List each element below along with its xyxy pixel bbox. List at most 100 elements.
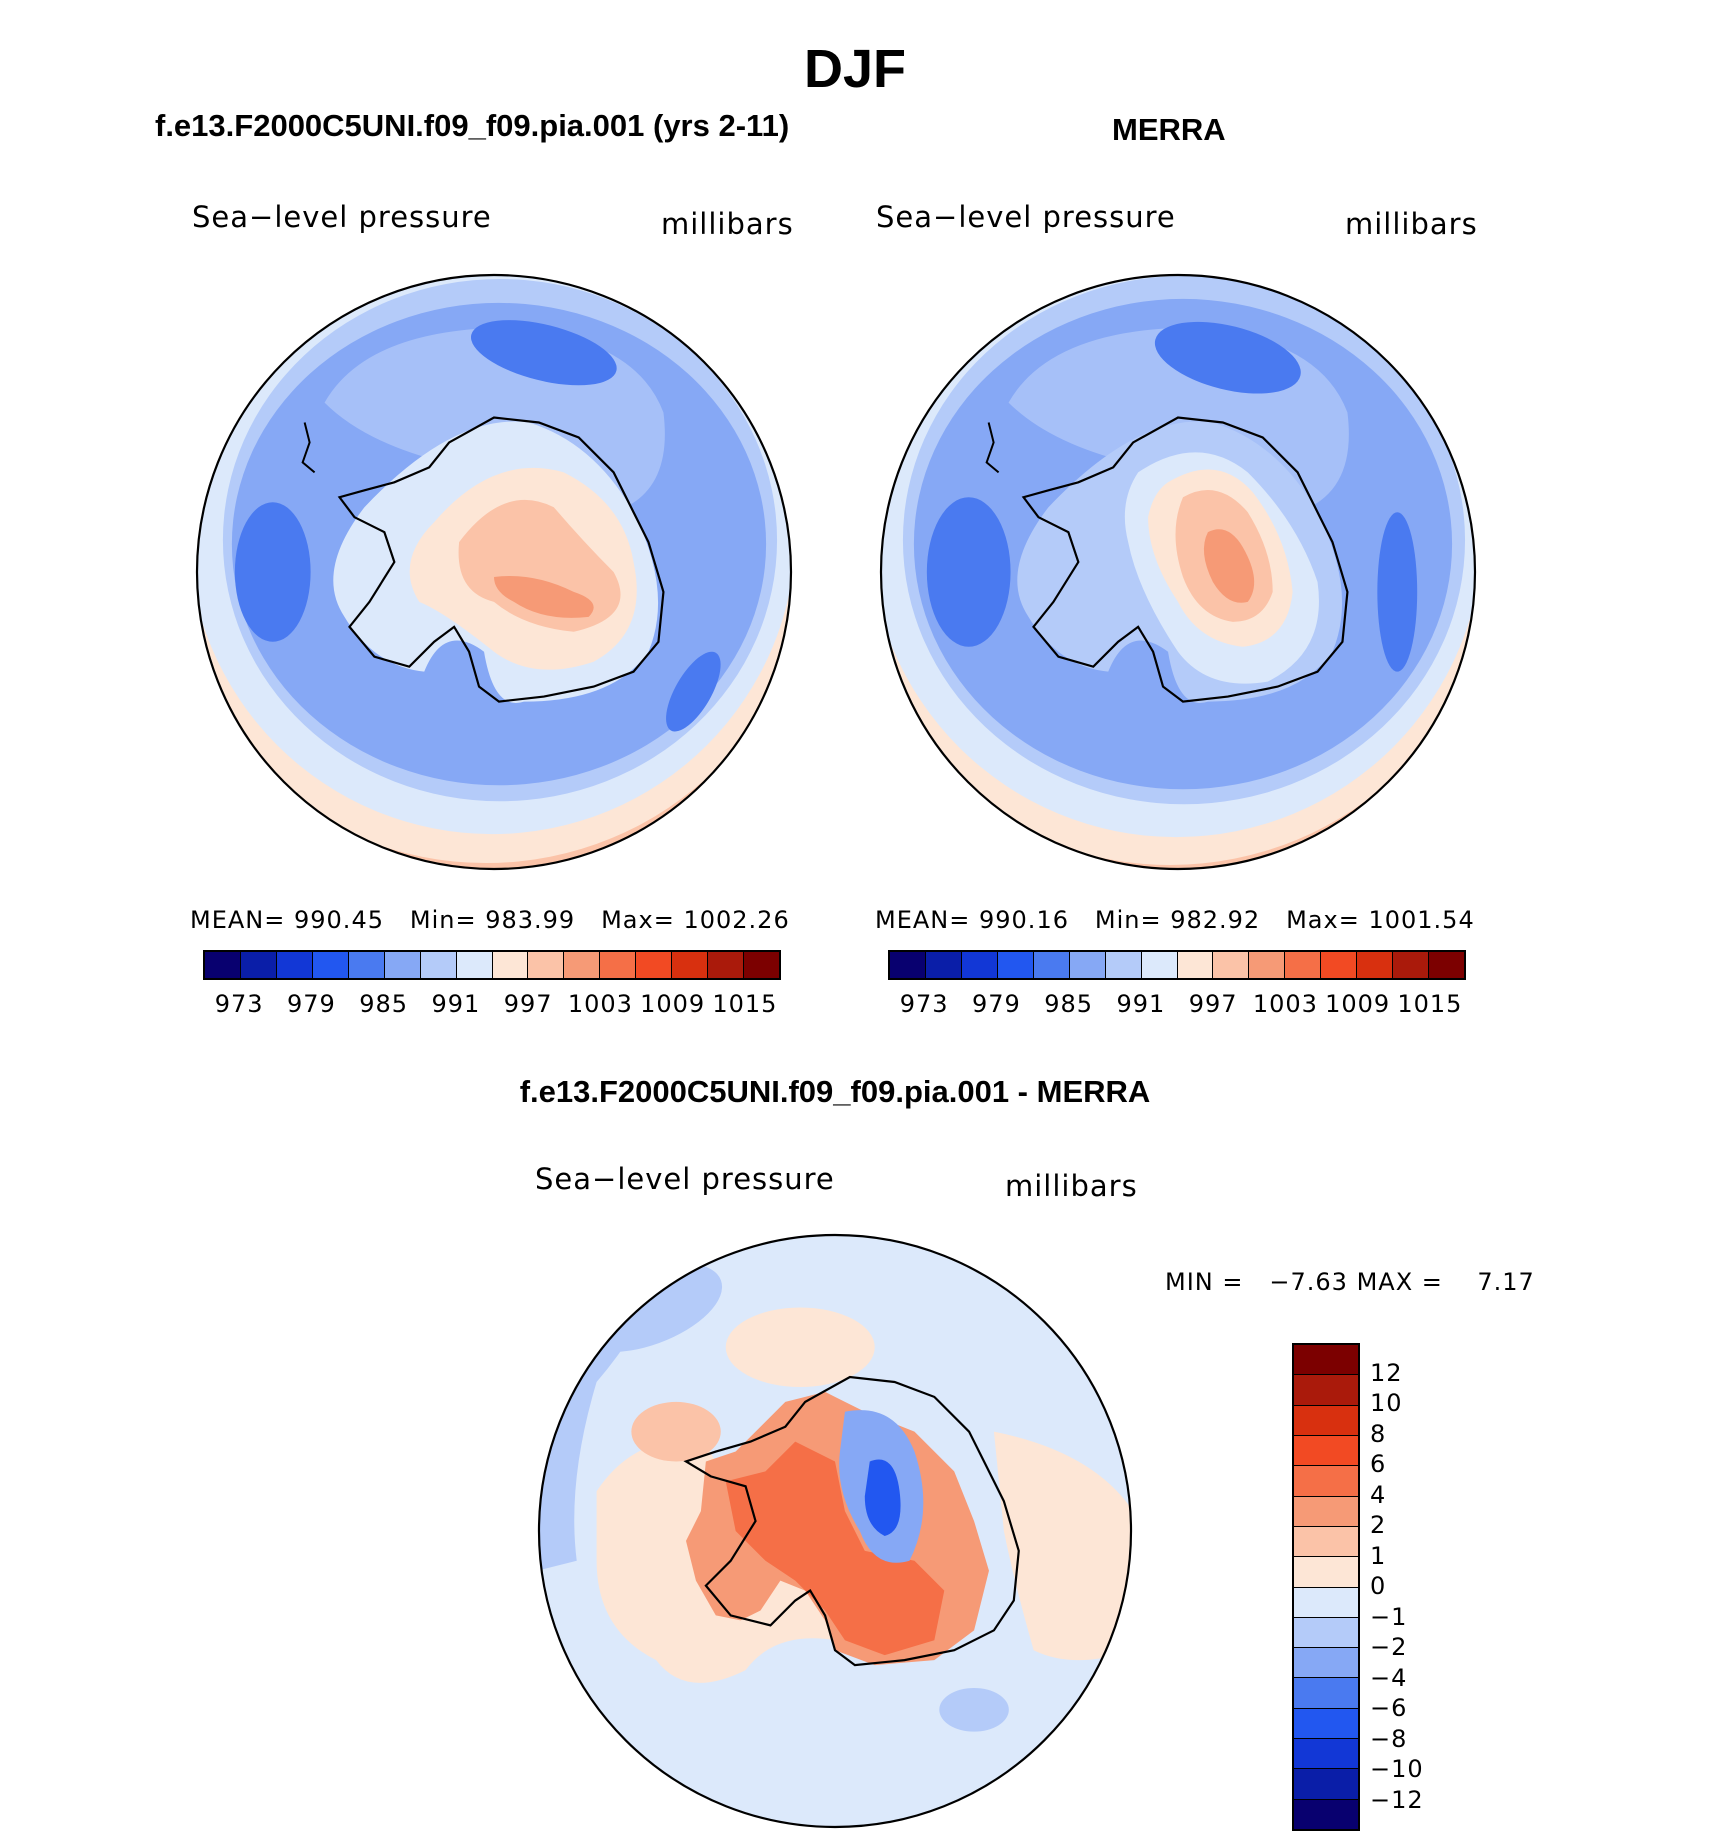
- colorbar-cell: [1141, 952, 1178, 978]
- diff-map-positive-region: [725, 1441, 945, 1656]
- map-1-low-center: [234, 502, 311, 642]
- colorbar-cell: [1294, 1587, 1358, 1618]
- map-1-low-center: [666, 651, 721, 732]
- colorbar-cell: [1294, 1496, 1358, 1527]
- colorbar-tick-label: 997: [503, 990, 553, 1018]
- colorbar-tick-label: −2: [1370, 1633, 1408, 1661]
- colorbar-cell: [1294, 1405, 1358, 1436]
- diff-max-label: MAX =: [1356, 1268, 1443, 1296]
- panel-2-mean-label: MEAN=: [875, 906, 971, 934]
- map-2-peninsula-coast: [985, 422, 1000, 474]
- colorbar-cell: [1294, 1799, 1358, 1829]
- diff-minmax: MIN = −7.63 MAX = 7.17: [1165, 1268, 1535, 1296]
- map-2-low-center: [926, 497, 1011, 647]
- map-1-high-center: [494, 575, 594, 618]
- colorbar-tick-label: 6: [1370, 1450, 1387, 1478]
- diff-map-positive-region: [993, 1431, 1132, 1661]
- panel-1-map: [195, 273, 793, 871]
- panel-1-max-label: Max=: [601, 906, 675, 934]
- colorbar-tick-label: 1009: [640, 990, 706, 1018]
- colorbar-cell: [1294, 1375, 1358, 1406]
- colorbar-cell: [1294, 1648, 1358, 1679]
- colorbar-tick-label: 10: [1370, 1389, 1403, 1417]
- panel-1-units-label: millibars: [661, 207, 794, 241]
- colorbar-tick-label: 979: [971, 990, 1021, 1018]
- panel-1-min-value: 983.99: [485, 906, 576, 934]
- colorbar-cell: [1294, 1708, 1358, 1740]
- colorbar-tick-label: −10: [1370, 1755, 1424, 1783]
- panel-2-title: MERRA: [1112, 112, 1226, 147]
- diff-variable-label: Sea−level pressure: [535, 1162, 835, 1196]
- colorbar-cell: [1285, 952, 1322, 978]
- diff-map: [537, 1233, 1133, 1829]
- colorbar-cell: [744, 952, 779, 978]
- colorbar-tick-label: 0: [1370, 1572, 1387, 1600]
- colorbar-cell: [1033, 952, 1070, 978]
- colorbar-cell: [1294, 1678, 1358, 1709]
- colorbar-cell: [1069, 952, 1106, 978]
- map-2-high-center: [1203, 529, 1255, 603]
- colorbar-cell: [1294, 1466, 1358, 1497]
- diff-min-value: −7.63: [1269, 1268, 1348, 1296]
- colorbar-cell: [1429, 952, 1464, 978]
- figure-title: DJF: [803, 39, 906, 99]
- map-1-coastline: [337, 416, 665, 703]
- diff-units-label: millibars: [1005, 1169, 1138, 1203]
- panel-1-max-value: 1002.26: [683, 906, 790, 934]
- colorbar-cell: [456, 952, 493, 978]
- panel-2-variable-label: Sea−level pressure: [876, 200, 1176, 234]
- colorbar-tick-label: 1003: [567, 990, 633, 1018]
- colorbar-cell: [1294, 1435, 1358, 1467]
- colorbar-cell: [312, 952, 349, 978]
- colorbar-tick-label: 997: [1188, 990, 1238, 1018]
- colorbar-tick-label: 979: [286, 990, 336, 1018]
- map-1-peninsula-coast: [301, 422, 316, 474]
- panel-1-stats: MEAN= 990.45 Min= 983.99 Max= 1002.26: [190, 906, 790, 934]
- colorbar-tick-label: 985: [1044, 990, 1094, 1018]
- colorbar-cell: [1321, 952, 1358, 978]
- colorbar-tick-label: 985: [359, 990, 409, 1018]
- panel-1-min-label: Min=: [409, 906, 477, 934]
- panel-2-stats: MEAN= 990.16 Min= 982.92 Max= 1001.54: [875, 906, 1475, 934]
- diff-map-negative-center: [864, 1459, 901, 1536]
- colorbar-tick-label: 973: [899, 990, 949, 1018]
- panel-1-colorbar: [203, 950, 781, 980]
- colorbar-tick-label: −8: [1370, 1724, 1408, 1753]
- panel-2-units-label: millibars: [1345, 207, 1478, 241]
- colorbar-tick-label: −6: [1370, 1694, 1408, 1722]
- colorbar-cell: [1105, 952, 1142, 978]
- colorbar-cell: [1294, 1557, 1358, 1588]
- colorbar-cell: [961, 952, 998, 978]
- map-1-low-center: [470, 320, 617, 386]
- map-2-low-center: [1377, 512, 1418, 672]
- colorbar-tick-label: −4: [1370, 1663, 1408, 1692]
- diff-map-coastline: [683, 1375, 1020, 1667]
- colorbar-cell: [276, 952, 313, 978]
- colorbar-cell: [1213, 952, 1250, 978]
- colorbar-cell: [205, 952, 241, 978]
- panel-2-min-label: Min=: [1094, 906, 1162, 934]
- colorbar-tick-label: 973: [214, 990, 264, 1018]
- colorbar-cell: [420, 952, 457, 978]
- panel-2-max-label: Max=: [1286, 906, 1360, 934]
- panel-2-max-value: 1001.54: [1368, 906, 1475, 934]
- panel-1-title: f.e13.F2000C5UNI.f09_f09.pia.001 (yrs 2-…: [155, 108, 790, 143]
- panel-1-mean-value: 990.45: [294, 906, 384, 934]
- colorbar-tick-label: 4: [1370, 1480, 1387, 1509]
- colorbar-cell: [1393, 952, 1430, 978]
- panel-2-colorbar: [888, 950, 1466, 980]
- colorbar-tick-label: 12: [1370, 1358, 1403, 1387]
- diff-map-boundary: [537, 1233, 1133, 1829]
- colorbar-cell: [708, 952, 745, 978]
- colorbar-tick-label: 1015: [712, 990, 778, 1018]
- map-2-coastline: [1021, 416, 1349, 703]
- diff-map-negative-region: [939, 1687, 1009, 1732]
- colorbar-cell: [1177, 952, 1214, 978]
- colorbar-cell: [240, 952, 277, 978]
- diff-panel-title: f.e13.F2000C5UNI.f09_f09.pia.001 - MERRA: [519, 1074, 1151, 1109]
- panel-1-variable-label: Sea−level pressure: [192, 200, 492, 234]
- panel-2-colorbar-ticks: 973 979 985 991 997 1003 1009 1015: [888, 990, 1466, 1020]
- colorbar-cell: [1294, 1617, 1358, 1649]
- colorbar-cell: [492, 952, 529, 978]
- colorbar-cell: [528, 952, 565, 978]
